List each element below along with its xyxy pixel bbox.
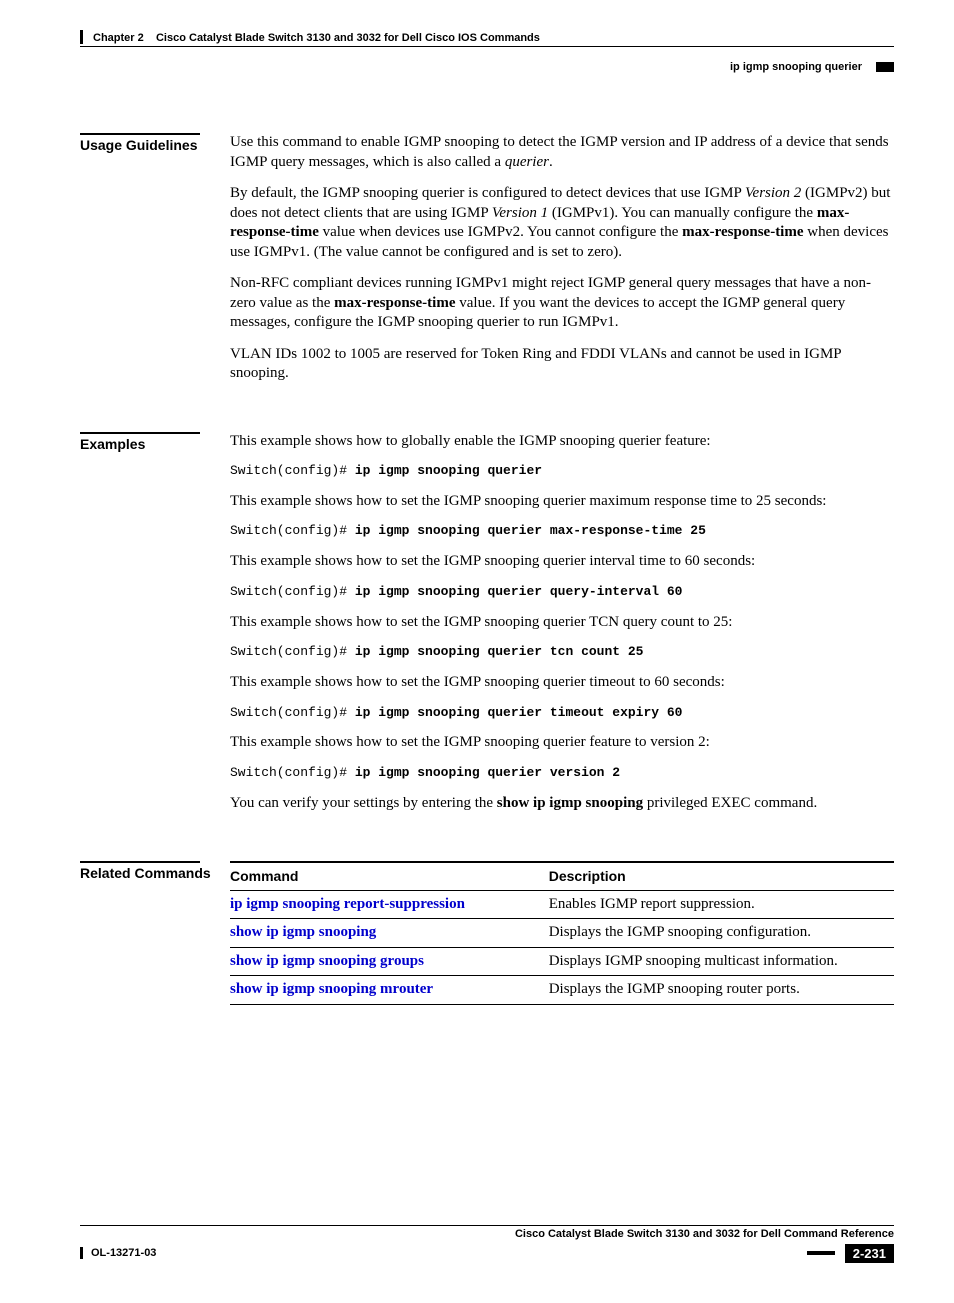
section-label-col: Examples	[80, 432, 230, 826]
example-code: Switch(config)# ip igmp snooping querier…	[230, 584, 894, 601]
related-command-description: Displays the IGMP snooping router ports.	[549, 976, 894, 1005]
related-command-description: Displays IGMP snooping multicast informa…	[549, 947, 894, 976]
related-command-description: Enables IGMP report suppression.	[549, 890, 894, 919]
table-row: show ip igmp snooping mrouterDisplays th…	[230, 976, 894, 1005]
footer-doc-id: OL-13271-03	[80, 1247, 156, 1259]
related-command-link[interactable]: show ip igmp snooping groups	[230, 947, 549, 976]
related-commands-table: Command Description ip igmp snooping rep…	[230, 861, 894, 1004]
paragraph: VLAN IDs 1002 to 1005 are reserved for T…	[230, 345, 894, 384]
example-intro: This example shows how to set the IGMP s…	[230, 613, 894, 633]
example-code: Switch(config)# ip igmp snooping querier…	[230, 765, 894, 782]
section-related-commands: Related Commands Command Description ip …	[80, 861, 894, 1004]
related-command-link[interactable]: ip igmp snooping report-suppression	[230, 890, 549, 919]
table-header-row: Command Description	[230, 862, 894, 890]
footer-bar	[807, 1251, 835, 1255]
header-rule: Chapter 2 Cisco Catalyst Blade Switch 31…	[80, 30, 894, 47]
label-rule	[80, 133, 200, 135]
example-intro: This example shows how to set the IGMP s…	[230, 733, 894, 753]
example-code: Switch(config)# ip igmp snooping querier…	[230, 705, 894, 722]
example-intro: This example shows how to set the IGMP s…	[230, 552, 894, 572]
example-intro: This example shows how to set the IGMP s…	[230, 673, 894, 693]
related-command-link[interactable]: show ip igmp snooping	[230, 919, 549, 948]
subheader-row: ip igmp snooping querier	[80, 61, 894, 73]
footer-book-title: Cisco Catalyst Blade Switch 3130 and 303…	[515, 1228, 894, 1240]
section-label: Examples	[80, 436, 230, 452]
paragraph: Non-RFC compliant devices running IGMPv1…	[230, 274, 894, 333]
example-code: Switch(config)# ip igmp snooping querier…	[230, 523, 894, 540]
section-label: Usage Guidelines	[80, 137, 230, 153]
section-label-col: Usage Guidelines	[80, 133, 230, 396]
section-examples: Examples This example shows how to globa…	[80, 432, 894, 826]
section-body: Command Description ip igmp snooping rep…	[230, 861, 894, 1004]
table-row: ip igmp snooping report-suppressionEnabl…	[230, 890, 894, 919]
page: Chapter 2 Cisco Catalyst Blade Switch 31…	[0, 0, 954, 1303]
table-header-command: Command	[230, 862, 549, 890]
paragraph: By default, the IGMP snooping querier is…	[230, 184, 894, 262]
label-rule	[80, 432, 200, 434]
header-marker	[876, 62, 894, 72]
section-body: Use this command to enable IGMP snooping…	[230, 133, 894, 396]
label-rule	[80, 861, 200, 863]
footer-row: OL-13271-03 2-231	[80, 1244, 894, 1263]
footer-right: 2-231	[807, 1244, 894, 1263]
table-row: show ip igmp snoopingDisplays the IGMP s…	[230, 919, 894, 948]
page-footer: Cisco Catalyst Blade Switch 3130 and 303…	[80, 1225, 894, 1263]
table-row: show ip igmp snooping groupsDisplays IGM…	[230, 947, 894, 976]
verify-paragraph: You can verify your settings by entering…	[230, 794, 894, 814]
related-command-link[interactable]: show ip igmp snooping mrouter	[230, 976, 549, 1005]
example-intro: This example shows how to set the IGMP s…	[230, 492, 894, 512]
chapter-label: Chapter 2 Cisco Catalyst Blade Switch 31…	[93, 32, 540, 44]
page-number: 2-231	[845, 1244, 894, 1263]
example-code: Switch(config)# ip igmp snooping querier…	[230, 644, 894, 661]
section-label-col: Related Commands	[80, 861, 230, 1004]
example-intro: This example shows how to globally enabl…	[230, 432, 894, 452]
section-usage-guidelines: Usage Guidelines Use this command to ena…	[80, 133, 894, 396]
page-subtitle: ip igmp snooping querier	[730, 61, 862, 73]
header-tick	[80, 30, 83, 44]
section-label: Related Commands	[80, 865, 230, 881]
footer-rule: Cisco Catalyst Blade Switch 3130 and 303…	[80, 1225, 894, 1240]
paragraph: Use this command to enable IGMP snooping…	[230, 133, 894, 172]
example-code: Switch(config)# ip igmp snooping querier	[230, 463, 894, 480]
related-command-description: Displays the IGMP snooping configuration…	[549, 919, 894, 948]
footer-tick	[80, 1247, 83, 1259]
section-body: This example shows how to globally enabl…	[230, 432, 894, 826]
table-header-description: Description	[549, 862, 894, 890]
